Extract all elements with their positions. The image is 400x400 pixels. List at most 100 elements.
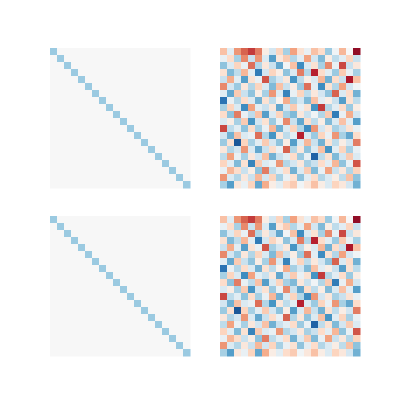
heatmap-cell — [339, 132, 347, 140]
heatmap-cell — [304, 76, 312, 84]
heatmap-cell — [262, 251, 270, 259]
heatmap-cell — [99, 111, 107, 119]
heatmap-cell — [262, 321, 270, 329]
heatmap-cell — [290, 216, 298, 224]
heatmap-cell — [78, 279, 86, 287]
heatmap-cell — [297, 69, 305, 77]
heatmap-cell — [50, 90, 58, 98]
heatmap-cell — [220, 125, 228, 133]
heatmap-cell — [276, 300, 284, 308]
heatmap-cell — [269, 111, 277, 119]
heatmap-cell — [332, 118, 340, 126]
heatmap-cell — [262, 146, 270, 154]
heatmap-cell — [269, 62, 277, 70]
heatmap-cell — [99, 321, 107, 329]
heatmap-cell — [248, 321, 256, 329]
heatmap-cell — [353, 146, 361, 154]
heatmap-cell — [332, 181, 340, 189]
heatmap-cell — [99, 153, 107, 161]
heatmap-cell — [241, 160, 249, 168]
heatmap-cell — [183, 244, 191, 252]
heatmap-cell — [106, 230, 114, 238]
heatmap-cell — [155, 97, 163, 105]
heatmap-cell — [290, 223, 298, 231]
heatmap-cell — [183, 321, 191, 329]
heatmap-cell — [64, 230, 72, 238]
heatmap-cell — [318, 244, 326, 252]
heatmap-cell — [85, 314, 93, 322]
heatmap-cell — [318, 125, 326, 133]
heatmap-cell — [234, 55, 242, 63]
heatmap-cell — [276, 216, 284, 224]
heatmap-cell — [78, 223, 86, 231]
heatmap-cell — [141, 111, 149, 119]
heatmap-cell — [64, 83, 72, 91]
heatmap-cell — [262, 328, 270, 336]
heatmap-cell — [71, 139, 79, 147]
heatmap-cell — [304, 314, 312, 322]
heatmap-cell — [85, 349, 93, 357]
heatmap-cell — [276, 118, 284, 126]
heatmap-cell — [120, 111, 128, 119]
heatmap-cell — [120, 265, 128, 273]
heatmap-cell — [183, 111, 191, 119]
heatmap-cell — [71, 153, 79, 161]
heatmap-cell — [283, 314, 291, 322]
heatmap-cell — [255, 55, 263, 63]
heatmap-cell — [304, 174, 312, 182]
heatmap-cell — [141, 90, 149, 98]
heatmap-cell — [241, 321, 249, 329]
heatmap-cell — [78, 300, 86, 308]
heatmap-cell — [106, 265, 114, 273]
heatmap-cell — [71, 300, 79, 308]
heatmap-cell — [311, 244, 319, 252]
heatmap-cell — [262, 174, 270, 182]
heatmap-cell — [269, 335, 277, 343]
heatmap-cell — [99, 300, 107, 308]
heatmap-cell — [134, 265, 142, 273]
heatmap-cell — [78, 314, 86, 322]
heatmap-cell — [113, 258, 121, 266]
heatmap-cell — [241, 132, 249, 140]
heatmap-cell — [255, 328, 263, 336]
heatmap-cell — [255, 335, 263, 343]
heatmap-cell — [346, 167, 354, 175]
heatmap-cell — [227, 174, 235, 182]
heatmap-cell — [353, 321, 361, 329]
heatmap-cell — [176, 104, 184, 112]
heatmap-cell — [346, 342, 354, 350]
heatmap-cell — [248, 90, 256, 98]
heatmap-cell — [248, 118, 256, 126]
heatmap-cell — [297, 125, 305, 133]
heatmap-cell — [92, 300, 100, 308]
heatmap-cell — [162, 300, 170, 308]
heatmap-cell — [176, 62, 184, 70]
heatmap-cell — [106, 321, 114, 329]
heatmap-cell — [290, 69, 298, 77]
heatmap-cell — [311, 216, 319, 224]
heatmap-cell — [234, 216, 242, 224]
heatmap-cell — [297, 342, 305, 350]
heatmap-cell — [248, 230, 256, 238]
heatmap-cell — [311, 69, 319, 77]
heatmap-cell — [162, 55, 170, 63]
heatmap-cell — [269, 307, 277, 315]
heatmap-cell — [162, 69, 170, 77]
heatmap-cell — [106, 237, 114, 245]
heatmap-cell — [99, 335, 107, 343]
heatmap-cell — [269, 76, 277, 84]
heatmap-cell — [78, 104, 86, 112]
heatmap-cell — [85, 321, 93, 329]
heatmap-cell — [183, 174, 191, 182]
heatmap-cell — [99, 342, 107, 350]
heatmap-cell — [283, 111, 291, 119]
heatmap-cell — [262, 90, 270, 98]
heatmap-cell — [262, 216, 270, 224]
heatmap-cell — [127, 293, 135, 301]
heatmap-cell — [255, 111, 263, 119]
heatmap-cell — [255, 181, 263, 189]
heatmap-cell — [162, 342, 170, 350]
heatmap-cell — [304, 300, 312, 308]
heatmap-cell — [183, 139, 191, 147]
heatmap-cell — [332, 244, 340, 252]
